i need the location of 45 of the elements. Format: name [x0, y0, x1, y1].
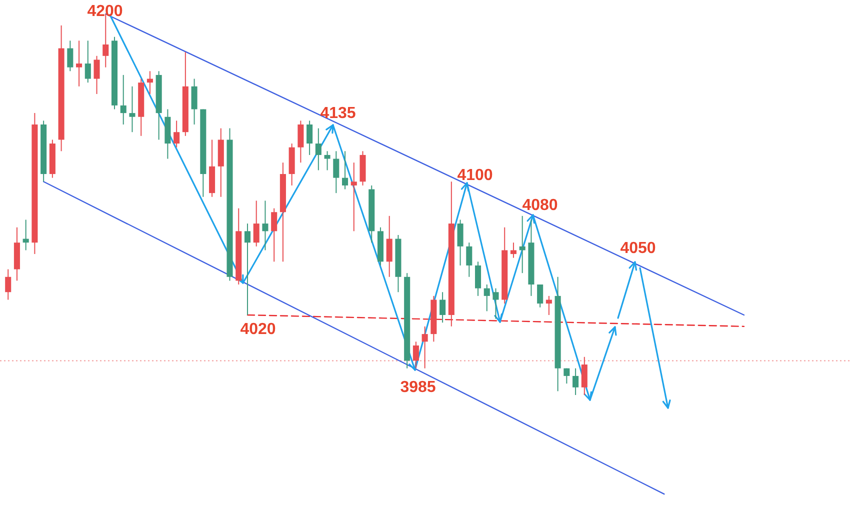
- annotation: 4050: [620, 240, 656, 257]
- candlestick: [244, 223, 251, 316]
- candlestick: [191, 78, 198, 125]
- candlestick: [84, 40, 91, 84]
- candlestick: [510, 242, 516, 258]
- candlestick: [466, 242, 472, 278]
- candlestick: [492, 288, 499, 320]
- candlestick: [298, 120, 304, 164]
- candlestick: [76, 40, 82, 87]
- annotation: 4135: [320, 105, 356, 122]
- candlestick: [253, 200, 260, 247]
- candlestick: [537, 284, 544, 308]
- candlestick: [94, 55, 100, 95]
- candlestick: [484, 284, 490, 312]
- candlestick: [129, 86, 136, 133]
- annotation: 4200: [87, 3, 123, 20]
- candlestick: [5, 268, 12, 300]
- candlestick: [120, 74, 126, 125]
- candlestick: [474, 261, 482, 296]
- candlestick: [67, 40, 74, 72]
- candlestick: [412, 341, 419, 369]
- candlestick: [315, 128, 322, 171]
- annotation: 4100: [457, 167, 493, 184]
- candlestick: [262, 200, 268, 251]
- candlestick: [422, 326, 428, 369]
- candlestick: [457, 219, 464, 266]
- candlestick: [324, 150, 330, 171]
- annotation: 4020: [240, 321, 276, 338]
- candlestick: [22, 219, 29, 251]
- candlestick: [350, 162, 357, 232]
- annotation: 4080: [522, 197, 558, 214]
- candlestick: [546, 295, 552, 316]
- candlestick: [564, 368, 570, 384]
- candlestick: [440, 292, 446, 324]
- candlestick: [174, 120, 180, 148]
- candlestick: [342, 150, 348, 190]
- candlestick: [271, 208, 278, 262]
- candlestick: [146, 70, 153, 95]
- candlestick: [386, 215, 392, 278]
- candlestick: [519, 215, 526, 274]
- candlestick: [333, 150, 340, 194]
- candlestick: [306, 120, 313, 156]
- candlestick: [581, 356, 588, 396]
- candlestick: [572, 368, 579, 396]
- annotation: 3985: [400, 379, 436, 396]
